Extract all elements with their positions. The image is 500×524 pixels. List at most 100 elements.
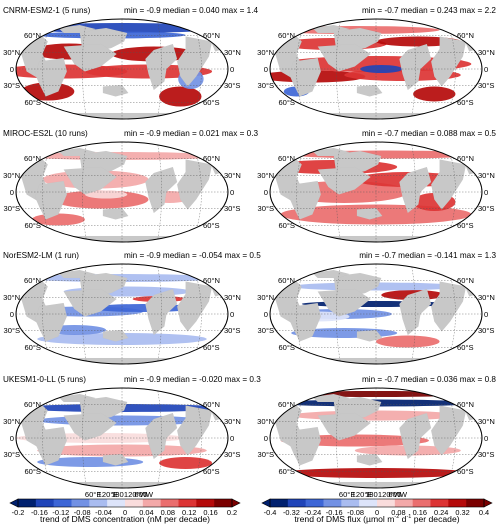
panel-stats-right: min = -0.7 median = 0.088 max = 0.5 <box>361 129 496 138</box>
longitude-label: 180 <box>365 490 378 499</box>
panel-model-label: MIROC-ES2L (10 runs) <box>3 129 88 138</box>
latitude-label: 30°S <box>477 450 495 460</box>
land-mass <box>64 44 117 72</box>
latitude-label: 60°S <box>457 220 474 230</box>
latitude-label: 60°S <box>203 220 220 230</box>
longitude-label: 0 <box>143 490 148 499</box>
longitude-label: 120°W <box>377 490 401 499</box>
colorbar-segment <box>18 499 37 507</box>
latitude-label: 30°S <box>3 450 21 460</box>
latitude-label: 0 <box>484 64 489 74</box>
latitude-label: 30°N <box>223 292 241 302</box>
colorbar-tick-label: 0.2 <box>226 508 238 517</box>
latitude-label: 60°N <box>203 276 220 286</box>
colorbar-tick-label: 0.32 <box>455 508 470 517</box>
colorbar-title-part: -2 <box>394 514 400 521</box>
land-mass <box>399 167 431 213</box>
latitude-label: 60°N <box>24 31 41 41</box>
longitude-label: 120°W <box>123 490 147 499</box>
colorbar-segment <box>107 499 126 507</box>
colorbar-max-arrow <box>231 498 241 508</box>
colorbar-tick-label: 0.16 <box>412 508 427 517</box>
colorbar-segment <box>35 499 54 507</box>
latitude-label: 30°N <box>3 170 21 180</box>
latitude-label: 30°N <box>477 170 495 180</box>
land-mass <box>431 160 466 210</box>
colorbar-max-arrow <box>483 498 493 508</box>
latitude-label: 0 <box>230 309 235 319</box>
colorbar-tick-label: 0.08 <box>160 508 175 517</box>
colorbar-title-part: trend of DMS flux (µmol m <box>294 514 395 524</box>
land-mass <box>177 160 212 210</box>
latitude-label: 30°N <box>477 47 495 57</box>
latitude-label: 30°N <box>257 416 275 426</box>
latitude-label: 60°N <box>457 31 474 41</box>
panel-stats-left: min = -0.9 median = -0.020 max = 0.3 <box>124 375 261 384</box>
longitude-label: 60°E <box>338 490 356 499</box>
map-panel-3-left <box>15 263 229 365</box>
latitude-label: 60°S <box>24 220 41 230</box>
colorbar-min-arrow <box>9 498 19 508</box>
colorbar-left <box>9 498 241 508</box>
colorbar-right-title: trend of DMS flux (µmol m-2 d-1 per deca… <box>260 514 494 524</box>
land-mass <box>289 58 321 97</box>
panel-stats-right: min = -0.7 median = 0.243 max = 2.2 <box>361 6 496 15</box>
map-border <box>269 141 483 243</box>
colorbar-left-title: trend of DMS concentration (nM per decad… <box>39 514 211 524</box>
latitude-label: 0 <box>9 187 14 197</box>
trend-region <box>413 86 456 102</box>
colorbar-segment <box>196 499 215 507</box>
latitude-label: 30°S <box>223 450 241 460</box>
panel-stats-left: min = -0.9 median = 0.040 max = 1.4 <box>124 6 259 15</box>
latitude-label: 0 <box>9 433 14 443</box>
colorbar-segment <box>412 499 431 507</box>
colorbar-segment <box>125 499 144 507</box>
latitude-label: 0 <box>484 433 489 443</box>
land-mass <box>399 289 431 335</box>
latitude-label: 60°N <box>278 31 295 41</box>
map-panel-3-right <box>269 263 483 365</box>
latitude-label: 0 <box>484 187 489 197</box>
latitude-label: 30°N <box>3 416 21 426</box>
colorbar-segment <box>214 499 233 507</box>
land-mass <box>312 25 349 33</box>
colorbar-outline <box>17 498 233 508</box>
land-mass <box>58 25 95 33</box>
latitude-label: 60°S <box>278 97 295 107</box>
latitude-label: 60°S <box>203 466 220 476</box>
latitude-label: 30°N <box>3 292 21 302</box>
latitude-label: 60°N <box>278 154 295 164</box>
latitude-label: 0 <box>230 433 235 443</box>
longitude-label: 120°E <box>351 490 373 499</box>
colorbar-segment <box>270 499 289 507</box>
latitude-label: 30°N <box>3 47 21 57</box>
colorbar-segment <box>160 499 179 507</box>
land-mass <box>289 427 321 466</box>
panel-model-label: CNRM-ESM2-1 (5 runs) <box>3 6 91 15</box>
latitude-label: 60°N <box>203 400 220 410</box>
colorbar-title-part: d <box>399 514 407 524</box>
latitude-label: 60°S <box>278 342 295 352</box>
colorbar-tick-label: 0 <box>122 508 128 517</box>
latitude-label: 30°S <box>257 326 275 336</box>
colorbar-tick-label: 0.16 <box>203 508 218 517</box>
latitude-label: 60°S <box>24 97 41 107</box>
map-border <box>15 141 229 243</box>
latitude-label: 60°S <box>457 466 474 476</box>
latitude-label: 30°N <box>223 47 241 57</box>
map-panel-2-right <box>269 141 483 243</box>
colorbar-tick-label: -0.12 <box>52 508 70 517</box>
map-border <box>269 263 483 365</box>
land-mass <box>145 289 177 335</box>
colorbar-tick-label: -0.08 <box>73 508 91 517</box>
colorbar-min-arrow <box>261 498 271 508</box>
latitude-label: 60°N <box>278 276 295 286</box>
latitude-label: 30°S <box>257 204 275 214</box>
panel-model-label: UKESM1-0-LL (5 runs) <box>3 375 86 384</box>
latitude-label: 30°N <box>257 292 275 302</box>
latitude-label: 30°S <box>477 204 495 214</box>
latitude-label: 60°N <box>203 31 220 41</box>
map-panel-4-left <box>15 387 229 489</box>
colorbar-segment <box>394 499 413 507</box>
map-panel-1-right <box>269 18 483 120</box>
